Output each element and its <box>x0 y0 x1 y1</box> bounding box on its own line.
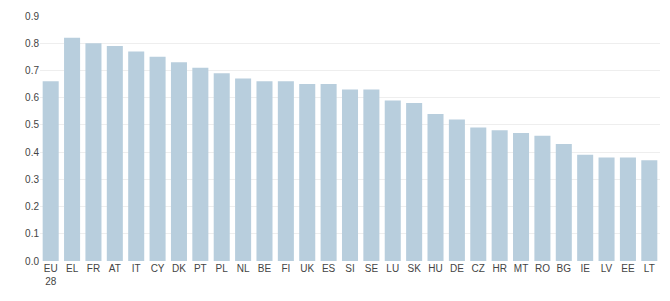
svg-text:0.7: 0.7 <box>25 65 39 76</box>
svg-text:0.8: 0.8 <box>25 38 39 49</box>
svg-text:BE: BE <box>258 263 272 274</box>
svg-text:LV: LV <box>601 263 613 274</box>
svg-text:HR: HR <box>492 263 506 274</box>
svg-text:0.0: 0.0 <box>25 256 39 267</box>
svg-text:PL: PL <box>216 263 229 274</box>
svg-text:RO: RO <box>535 263 550 274</box>
svg-text:FR: FR <box>87 263 100 274</box>
svg-text:0.1: 0.1 <box>25 228 39 239</box>
svg-text:0.9: 0.9 <box>25 11 39 22</box>
svg-text:EU28: EU28 <box>44 263 58 287</box>
svg-text:LU: LU <box>386 263 399 274</box>
svg-text:EE: EE <box>621 263 635 274</box>
svg-text:0.2: 0.2 <box>25 201 39 212</box>
svg-text:ES: ES <box>322 263 336 274</box>
svg-text:MT: MT <box>514 263 528 274</box>
svg-text:AT: AT <box>109 263 121 274</box>
svg-text:SE: SE <box>365 263 379 274</box>
svg-text:0.5: 0.5 <box>25 119 39 130</box>
svg-text:CZ: CZ <box>472 263 485 274</box>
svg-text:SK: SK <box>407 263 421 274</box>
svg-text:DK: DK <box>172 263 186 274</box>
svg-text:EL: EL <box>66 263 79 274</box>
svg-text:PT: PT <box>194 263 207 274</box>
svg-text:BG: BG <box>557 263 572 274</box>
svg-text:UK: UK <box>300 263 314 274</box>
svg-text:DE: DE <box>450 263 464 274</box>
svg-text:HU: HU <box>428 263 442 274</box>
svg-text:FI: FI <box>281 263 290 274</box>
svg-text:LT: LT <box>644 263 655 274</box>
svg-text:SI: SI <box>345 263 354 274</box>
svg-text:0.4: 0.4 <box>25 147 39 158</box>
svg-text:NL: NL <box>237 263 250 274</box>
svg-text:0.6: 0.6 <box>25 92 39 103</box>
svg-text:0.3: 0.3 <box>25 174 39 185</box>
svg-text:IE: IE <box>580 263 590 274</box>
svg-text:CY: CY <box>151 263 165 274</box>
svg-text:IT: IT <box>132 263 141 274</box>
